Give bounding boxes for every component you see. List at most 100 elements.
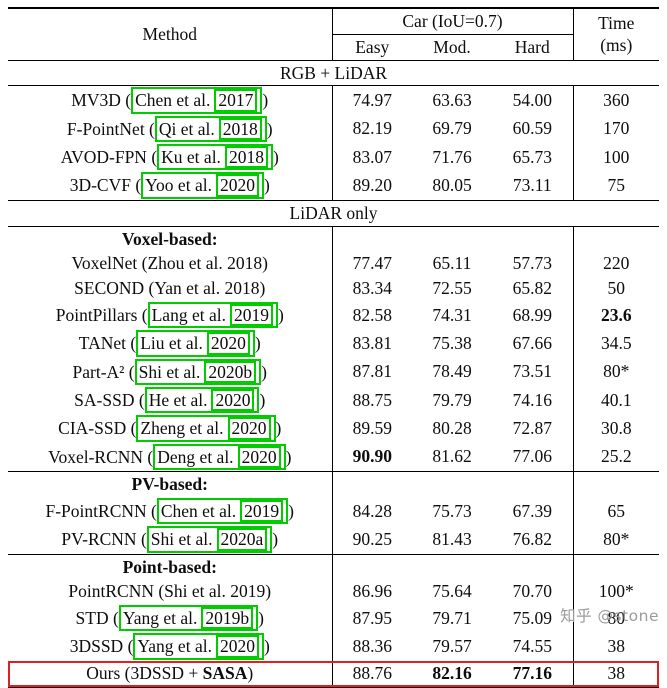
mod-value: 75.64 [432,581,472,602]
method-text: ) [254,333,261,354]
easy-value: 82.58 [352,304,392,325]
mod-value: 80.05 [412,171,492,201]
time-label-line2: (ms) [600,35,633,56]
mod-value: 79.71 [432,607,472,628]
mod-value: 63.63 [432,90,472,111]
citation-year-box: 2020b [204,360,257,383]
citation-text: Qi et al. [158,118,215,139]
time-value: 38 [572,632,660,661]
method-text: MV3D ( [71,90,132,111]
time-value: 23.6 [572,300,660,330]
section-header-row: LiDAR only [8,200,660,227]
citation-text: Yang et al. [137,636,212,657]
easy-value: 83.07 [352,146,392,167]
section-label: RGB + LiDAR [8,60,660,87]
hard-value: 73.51 [512,361,552,382]
method-cell: F-PointNet (Qi et al. 2018) [8,114,333,143]
citation-box: Deng et al. 2020 [153,443,286,470]
citation-year-box: 2019 [240,499,284,523]
table-row: Part-A² (Shi et al. 2020b) 87.81 78.49 73… [8,357,660,386]
table-row: SECOND (Yan et al. 2018) 83.34 72.55 65.… [8,276,660,301]
citation-box: Shi et al. 2020b [134,358,262,385]
citation-year-box: 2020 [237,445,281,468]
citation-box: Zheng et al. 2020 [136,415,276,442]
method-cell: 3DSSD (Yang et al. 2020) [8,632,333,661]
time-value: 30.8 [572,414,660,443]
citation-box: Qi et al. 2018 [154,115,267,142]
time-value: 34.5 [572,329,660,358]
citation-text: Deng et al. [157,446,234,467]
table-row: PV-RCNN (Shi et al. 2020a) 90.25 81.43 76… [8,525,660,555]
table-row: PointPillars (Lang et al. 2019) 82.58 74.… [8,300,660,330]
method-text: 3DSSD ( [69,636,134,657]
empty-cell [492,554,573,579]
citation-year-box: 2018 [224,146,268,169]
method-cell: MV3D (Chen et al. 2017) [8,85,333,115]
table-row: F-PointRCNN (Chen et al. 2019) 84.28 75.7… [8,496,660,526]
mod-value: 79.79 [432,389,472,410]
easy-value: 77.47 [352,253,392,274]
method-cell: Part-A² (Shi et al. 2020b) [8,357,333,386]
hard-value: 75.09 [512,607,552,628]
time-value: 50 [572,276,660,301]
method-cell: AVOD-FPN (Ku et al. 2018) [8,143,333,172]
empty-cell [412,472,492,497]
hard-value: 70.70 [512,581,552,602]
citation-year-box: 2020 [215,174,259,197]
time-value: 40.1 [572,385,660,415]
method-text: ) [247,662,254,683]
mod-value: 81.43 [412,525,492,555]
method-cell: PointPillars (Lang et al. 2019) [8,300,333,330]
method-text: 3D-CVF ( [69,175,142,196]
table-row: PointRCNN (Shi et al. 2019) 86.96 75.64 … [8,579,660,604]
header-row-1: Method Car (IoU=0.7) Time (ms) [8,8,660,61]
method-cell: SA-SSD (He et al. 2020) [8,385,333,415]
method-cell: CIA-SSD (Zheng et al. 2020) [8,414,333,443]
empty-cell [492,472,573,497]
easy-value: 88.76 [352,662,392,683]
easy-value: 89.59 [352,418,392,439]
citation-text: Zheng et al. [140,418,224,439]
method-text: ) [259,389,266,410]
time-value: 100 [572,143,660,172]
method-text: SA-SSD ( [74,389,145,410]
citation-year-box: 2020 [206,332,250,355]
hard-value: 67.66 [512,332,552,353]
method-text: ) [266,118,273,139]
table-row: STD (Yang et al. 2019b) 87.95 79.71 75.09… [8,604,660,633]
table-row: Voxel-RCNN (Deng et al. 2020) 90.90 81.62… [8,442,660,472]
mod-value: 80.28 [432,418,472,439]
hard-value: 73.11 [492,171,574,201]
method-cell: TANet (Liu et al. 2020) [8,329,333,358]
col-header-mod: Mod. [412,34,492,61]
method-text: ) [263,636,270,657]
citation-box: He et al. 2020 [144,386,260,414]
empty-cell [412,554,492,579]
method-cell: STD (Yang et al. 2019b) [8,604,333,633]
empty-cell [572,226,660,252]
method-text: ) [258,608,264,628]
citation-year-box: 2020 [227,417,271,440]
citation-year-box: 2020a [216,528,268,551]
method-text: Part-A² ( [72,361,135,382]
col-header-time: Time (ms) [572,8,660,61]
citation-text: Liu et al. [140,333,203,354]
easy-value: 83.81 [352,332,392,353]
method-text: STD ( [75,608,119,628]
method-text: ) [275,418,282,439]
mod-value: 71.76 [432,146,472,167]
mod-value: 78.49 [432,361,472,382]
citation-text: Shi et al. [138,361,201,382]
hard-value: 65.82 [512,278,552,298]
citation-year-box: 2019 [229,303,273,327]
easy-value: 74.97 [352,90,392,111]
results-table: Method Car (IoU=0.7) Time (ms) Easy Mod. … [8,7,660,688]
table-row: 3D-CVF (Yoo et al. 2020) 89.20 80.05 73.1… [8,171,660,201]
method-text: F-PointRCNN ( [45,500,157,521]
citation-year-box: 2020 [211,388,255,412]
table-row: 3DSSD (Yang et al. 2020) 88.36 79.57 74.5… [8,632,660,661]
easy-value: 87.81 [352,361,392,382]
section-header-row: RGB + LiDAR [8,60,660,87]
citation-text: Chen et al. [135,90,211,111]
mod-value: 75.73 [432,500,472,521]
